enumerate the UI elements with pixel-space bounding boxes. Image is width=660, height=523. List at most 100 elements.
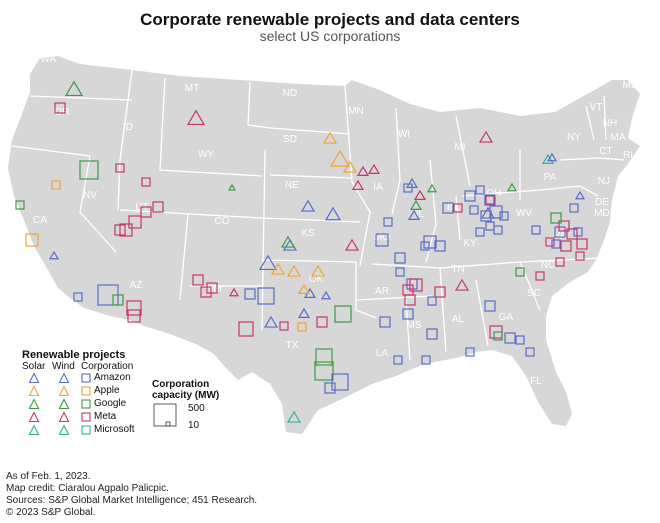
meta-corporation-square [575,251,585,261]
amazon-corporation-square [383,217,393,227]
state-label-de: DE [595,197,609,208]
legend-corporation-header: Corporation [81,361,134,372]
state-label-sd: SD [283,134,297,145]
state-label-ct: CT [599,146,612,157]
legend-wind-triangle-icon [58,398,70,410]
amazon-corporation-square [573,227,583,237]
state-label-ia: IA [373,182,383,193]
legend-wind-triangle-icon [58,411,70,423]
legend-item-apple: Apple [0,385,180,398]
legend-item-microsoft: Microsoft [0,424,180,437]
meta-corporation-square [402,284,414,296]
state-label-ri: RI [623,150,633,161]
amazon-corporation-square [427,296,437,306]
state-label-mn: MN [348,106,364,117]
google-corporation-square [112,294,124,306]
legend-solar-header: Solar [22,361,46,372]
apple-project-triangle [342,160,358,173]
amazon-corporation-square [465,347,475,357]
legend-solar-triangle-icon [28,372,40,384]
legend-item-label: Microsoft [94,424,135,435]
state-label-tn: TN [451,264,464,275]
meta-corporation-square [119,223,133,237]
us-landmass [8,56,640,434]
meta-corporation-square [114,224,126,236]
legend-solar-triangle-icon [28,385,40,397]
meta-project-triangle [228,287,240,297]
apple-corporation-square [297,322,307,332]
amazon-project-triangle [48,250,60,260]
legend-solar-triangle-icon [28,411,40,423]
meta-corporation-square [128,215,142,229]
state-label-mi: MI [454,142,465,153]
amazon-corporation-square [420,241,430,251]
state-label-me: ME [623,80,638,91]
amazon-corporation-square [331,373,349,391]
amazon-corporation-square [394,252,406,264]
meta-project-triangle [413,189,427,200]
meta-project-triangle [367,163,381,174]
amazon-project-triangle [297,307,311,318]
apple-project-triangle [270,262,286,275]
state-label-al: AL [452,314,465,325]
legend-wind-triangle-icon [58,372,70,384]
meta-project-triangle [344,238,360,251]
amazon-corporation-square [426,328,438,340]
state-label-pa: PA [544,172,557,183]
amazon-corporation-square [464,190,476,202]
apple-project-triangle [286,264,302,277]
capacity-small-label: 10 [188,420,200,431]
google-corporation-square [315,348,333,366]
apple-project-triangle [329,149,351,167]
meta-corporation-square [126,300,142,316]
state-label-wv: WV [516,208,532,219]
legend-item-label: Amazon [94,372,131,383]
meta-corporation-square [545,237,555,247]
meta-corporation-square [127,309,141,323]
amazon-project-triangle [407,209,421,220]
footer-date: As of Feb. 1, 2023. [6,471,91,482]
legend-wind-triangle-icon [58,385,70,397]
state-label-az: AZ [130,280,143,291]
state-label-in: IN [447,202,457,213]
state-label-nv: NV [83,190,97,201]
meta-corporation-square [141,177,151,187]
meta-corporation-square [576,238,588,250]
amazon-corporation-square [484,194,496,206]
state-label-nh: NH [603,118,617,129]
legend-corporation-square-icon [81,373,91,383]
legend-corporation-square-icon [81,425,91,435]
state-label-mo: MO [374,232,390,243]
amazon-corporation-square [421,355,431,365]
meta-corporation-square [409,278,423,292]
apple-project-triangle [322,131,338,144]
amazon-corporation-square [442,202,454,214]
meta-project-triangle [454,278,470,291]
amazon-project-triangle [405,177,419,188]
state-label-sc: SC [527,288,541,299]
amazon-corporation-square [375,233,389,247]
amazon-project-triangle [263,315,279,328]
footer-credit: Map credit: Ciaralou Agpalo Palicpic. [6,483,169,494]
amazon-corporation-square [244,288,256,300]
amazon-corporation-square [393,355,403,365]
state-label-ks: KS [301,228,315,239]
state-label-vt: VT [590,102,603,113]
google-corporation-square [515,267,525,277]
meta-corporation-square [54,102,66,114]
meta-corporation-square [200,286,212,298]
state-label-oh: OH [487,188,502,199]
legend-corporation-square-icon [81,399,91,409]
amazon-project-triangle [300,199,316,212]
state-label-co: CO [215,216,230,227]
map-title: Corporate renewable projects and data ce… [140,10,520,29]
google-project-triangle [409,199,423,210]
state-label-ky: KY [463,238,477,249]
amazon-corporation-square [515,335,525,345]
amazon-corporation-square [434,240,446,252]
amazon-corporation-square [499,211,509,221]
state-label-ne: NE [285,180,299,191]
meta-corporation-square [279,321,289,331]
meta-corporation-square [238,321,254,337]
